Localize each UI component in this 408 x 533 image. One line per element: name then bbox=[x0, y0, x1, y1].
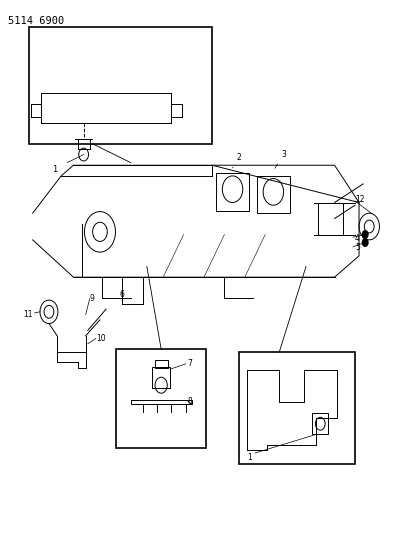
Text: 9: 9 bbox=[90, 294, 95, 303]
Bar bbox=[152, 367, 170, 388]
Bar bbox=[318, 203, 343, 235]
Bar bbox=[155, 360, 168, 368]
Text: 10: 10 bbox=[96, 334, 106, 343]
Text: 1: 1 bbox=[53, 165, 58, 174]
Text: 3: 3 bbox=[275, 150, 286, 168]
Text: 8: 8 bbox=[188, 397, 193, 406]
Bar bbox=[257, 176, 290, 213]
Bar bbox=[116, 349, 206, 448]
Circle shape bbox=[362, 230, 368, 239]
Bar bbox=[216, 173, 249, 211]
Bar bbox=[131, 400, 192, 404]
Text: 11: 11 bbox=[23, 310, 33, 319]
Text: 4: 4 bbox=[355, 234, 360, 243]
Text: 12: 12 bbox=[355, 196, 364, 204]
Text: 5: 5 bbox=[355, 244, 360, 252]
Text: 2: 2 bbox=[233, 153, 242, 168]
Bar bbox=[239, 352, 355, 464]
Text: 7: 7 bbox=[188, 359, 193, 368]
Bar bbox=[312, 413, 328, 434]
Circle shape bbox=[362, 238, 368, 247]
Text: 6: 6 bbox=[120, 290, 125, 300]
Bar bbox=[29, 27, 212, 144]
Text: 1: 1 bbox=[247, 453, 252, 462]
Text: 5114 6900: 5114 6900 bbox=[8, 16, 64, 26]
